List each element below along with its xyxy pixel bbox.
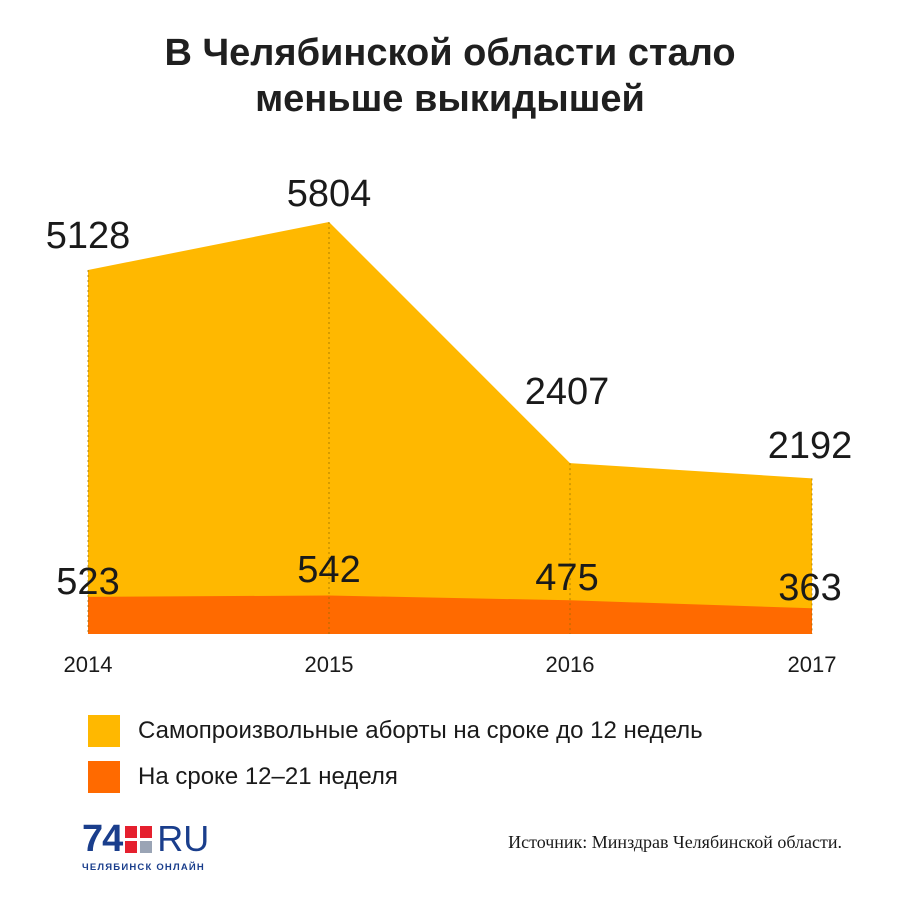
- logo-subtitle: ЧЕЛЯБИНСК ОНЛАЙН: [82, 862, 205, 873]
- x-tick-label: 2014: [64, 652, 113, 677]
- legend-item-early: Самопроизвольные аборты на сроке до 12 н…: [88, 708, 703, 754]
- x-tick-label: 2016: [546, 652, 595, 677]
- data-label-early: 5804: [287, 173, 372, 215]
- area-series-late: [88, 595, 812, 634]
- logo-suffix: RU: [157, 818, 210, 859]
- logo-squares-icon: [125, 825, 153, 853]
- legend-label-late: На сроке 12–21 неделя: [138, 763, 398, 790]
- data-label-late: 363: [778, 567, 841, 609]
- source-note: Источник: Минздрав Челябинской области.: [508, 832, 842, 852]
- data-label-late: 523: [56, 561, 119, 603]
- x-tick-label: 2015: [305, 652, 354, 677]
- chart-title-line-1: В Челябинской области стало: [164, 32, 736, 74]
- data-label-late: 542: [297, 549, 360, 591]
- chart-title-line-2: меньше выкидышей: [255, 78, 645, 120]
- legend: Самопроизвольные аборты на сроке до 12 н…: [88, 708, 703, 800]
- legend-swatch-early: [88, 715, 120, 747]
- chart-title: В Челябинской области стало меньше выкид…: [0, 30, 900, 122]
- logo-number: 74: [82, 817, 123, 860]
- x-tick-label: 2017: [788, 652, 837, 677]
- area-chart: 5128 5804 2407 2192 523 542 475 363 2014 2015 2016…: [46, 173, 853, 677]
- data-label-early: 2407: [525, 371, 610, 413]
- data-label-early: 2192: [768, 425, 853, 467]
- legend-label-early: Самопроизвольные аборты на сроке до 12 н…: [138, 717, 703, 744]
- legend-item-late: На сроке 12–21 неделя: [88, 754, 703, 800]
- legend-swatch-late: [88, 761, 120, 793]
- data-label-early: 5128: [46, 215, 131, 257]
- area-series-early: [88, 222, 812, 634]
- data-label-late: 475: [535, 557, 598, 599]
- site-logo[interactable]: 74 RU ЧЕЛЯБИНСК ОНЛАЙН: [82, 818, 242, 878]
